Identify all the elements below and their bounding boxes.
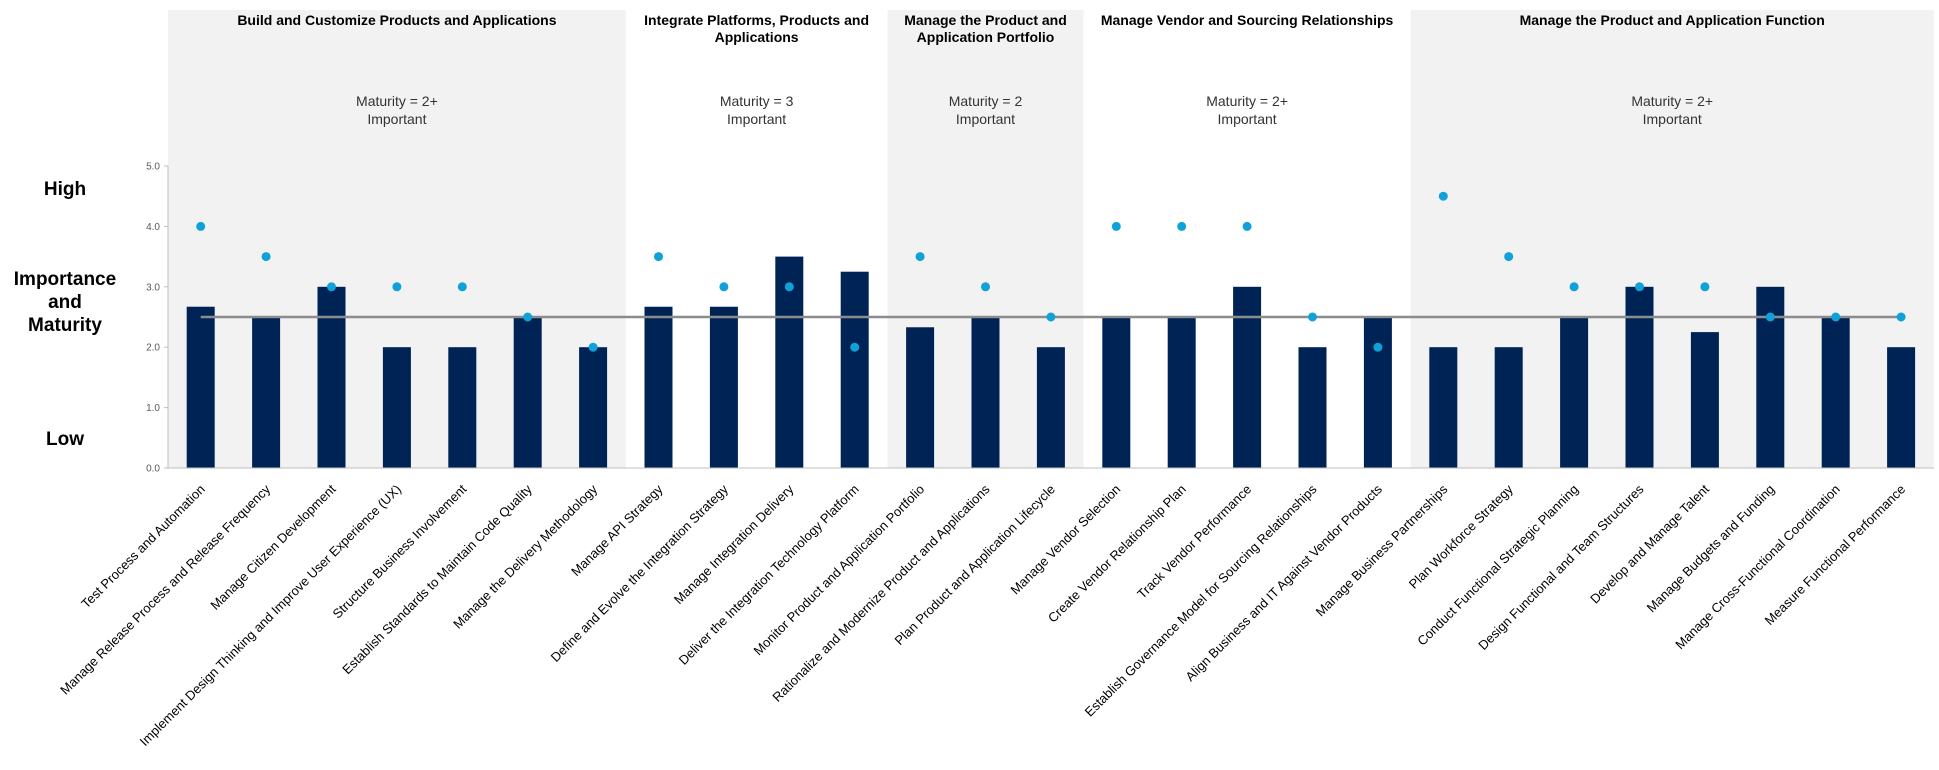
maturity-bar xyxy=(1036,347,1065,468)
maturity-bar xyxy=(1363,317,1392,468)
group-maturity-label: Maturity = 2 xyxy=(949,93,1023,109)
x-tick-label: Establish Governance Model for Sourcing … xyxy=(1082,481,1320,719)
importance-dot xyxy=(327,282,336,292)
importance-dot xyxy=(196,221,206,231)
maturity-bar xyxy=(579,347,608,468)
importance-maturity-label-line-1: Importance xyxy=(13,269,117,290)
maturity-bar xyxy=(1429,347,1458,468)
x-tick-label: Manage Citizen Development xyxy=(207,481,338,612)
group-title: Build and Customize Products and Applica… xyxy=(237,12,556,28)
importance-dot xyxy=(392,282,402,292)
x-tick-label: Structure Business Involvement xyxy=(330,481,470,621)
maturity-bar xyxy=(775,256,804,468)
importance-dot xyxy=(981,282,990,292)
maturity-bar xyxy=(448,347,477,468)
x-tick-label: Track Vendor Performance xyxy=(1134,482,1254,602)
y-tick-label: 4.0 xyxy=(146,222,160,233)
importance-dot xyxy=(1504,252,1514,262)
x-tick-label: Create Vendor Relationship Plan xyxy=(1045,482,1189,626)
importance-dot xyxy=(1635,282,1644,292)
importance-maturity-label-line-2: and xyxy=(48,292,82,313)
group-title: Applications xyxy=(715,29,799,45)
maturity-bar xyxy=(971,317,1000,468)
maturity-bar xyxy=(906,327,935,468)
maturity-bar xyxy=(1102,317,1131,468)
importance-dot xyxy=(1373,342,1383,352)
y-tick-label: 3.0 xyxy=(146,282,160,293)
x-tick-label: Measure Functional Performance xyxy=(1762,482,1909,629)
group-maturity-label: Maturity = 2+ xyxy=(356,93,438,109)
group-title: Manage Vendor and Sourcing Relationships xyxy=(1101,12,1394,28)
x-tick-label: Develop and Manage Talent xyxy=(1587,481,1712,606)
importance-dot xyxy=(1308,312,1317,322)
x-tick-label: Manage Budgets and Funding xyxy=(1644,482,1778,616)
maturity-bar xyxy=(186,306,215,468)
group-title: Integrate Platforms, Products and xyxy=(644,12,869,28)
maturity-bar xyxy=(252,317,281,468)
x-tick-label: Manage the Delivery Methodology xyxy=(450,481,600,631)
group-title: Manage the Product and Application Funct… xyxy=(1520,12,1825,28)
group-maturity-label: Maturity = 2+ xyxy=(1631,93,1713,109)
importance-dot xyxy=(654,252,663,262)
group-importance-label: Important xyxy=(1218,111,1277,127)
importance-dot xyxy=(1438,191,1448,201)
high-label: High xyxy=(43,179,87,200)
maturity-bar xyxy=(1494,347,1523,468)
maturity-bar xyxy=(1887,347,1916,468)
importance-dot xyxy=(1896,312,1906,322)
importance-dot xyxy=(588,342,598,352)
importance-dot xyxy=(1831,312,1841,322)
importance-dot xyxy=(1177,221,1187,231)
group-maturity-label: Maturity = 2+ xyxy=(1206,93,1288,109)
y-tick-label: 1.0 xyxy=(146,403,160,414)
x-tick-label: Rationalize and Modernize Product and Ap… xyxy=(769,481,993,705)
group-importance-label: Important xyxy=(727,111,786,127)
x-tick-label: Manage Business Partnerships xyxy=(1313,481,1451,619)
maturity-bar xyxy=(1233,286,1262,468)
importance-dot xyxy=(1700,282,1710,292)
maturity-bar xyxy=(513,317,542,468)
group-importance-label: Important xyxy=(1643,111,1702,127)
maturity-bar xyxy=(1625,286,1654,468)
importance-dot xyxy=(915,252,925,262)
maturity-bar xyxy=(840,271,869,468)
y-tick-label: 0.0 xyxy=(146,464,160,475)
maturity-bar xyxy=(1690,332,1719,468)
importance-dot xyxy=(1111,221,1121,231)
maturity-bar xyxy=(709,306,738,468)
importance-dot xyxy=(719,282,729,292)
group-maturity-label: Maturity = 3 xyxy=(720,93,794,109)
group-band xyxy=(1410,10,1934,468)
x-tick-label: Test Process and Automation xyxy=(78,482,208,612)
importance-dot xyxy=(1242,221,1252,231)
group-title: Manage the Product and xyxy=(904,12,1067,28)
maturity-bar xyxy=(1821,317,1850,468)
y-tick-label: 5.0 xyxy=(146,162,160,173)
importance-dot xyxy=(850,342,860,352)
maturity-bar xyxy=(1298,347,1327,468)
importance-dot xyxy=(523,312,533,322)
importance-dot xyxy=(261,252,271,262)
low-label: Low xyxy=(46,429,84,450)
importance-maturity-label: Importance and Maturity xyxy=(0,268,130,337)
x-tick-label: Manage Integration Delivery xyxy=(671,481,797,607)
group-title: Application Portfolio xyxy=(917,29,1055,45)
y-tick-label: 2.0 xyxy=(146,343,160,354)
maturity-bar xyxy=(382,347,411,468)
importance-dot xyxy=(1046,312,1056,322)
maturity-bar xyxy=(1560,317,1589,468)
importance-dot xyxy=(784,282,794,292)
maturity-bar xyxy=(1167,317,1196,468)
importance-dot xyxy=(457,282,467,292)
group-importance-label: Important xyxy=(956,111,1015,127)
group-importance-label: Important xyxy=(367,111,426,127)
importance-dot xyxy=(1765,312,1775,322)
x-tick-label: Manage Vendor Selection xyxy=(1008,482,1124,598)
importance-dot xyxy=(1569,282,1579,292)
importance-maturity-label-line-3: Maturity xyxy=(28,315,102,336)
maturity-bar xyxy=(317,286,346,468)
maturity-bar xyxy=(644,306,673,468)
